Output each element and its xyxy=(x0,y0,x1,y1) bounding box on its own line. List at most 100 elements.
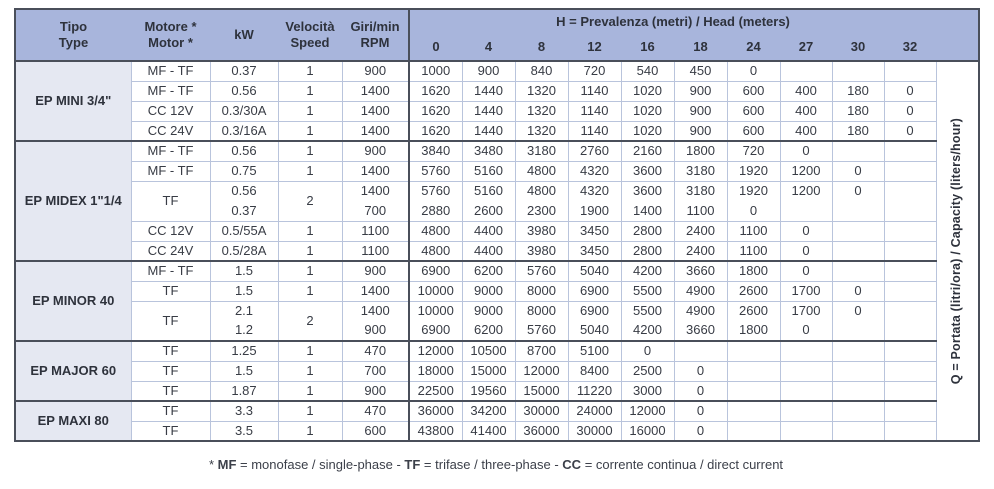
capacity-value-cell: 8700 xyxy=(514,340,569,362)
table-row: CC 12V 0.3/30A 1 1400 1620 1440 1320 1140 1020 90… xyxy=(15,100,979,122)
capacity-value-cell xyxy=(726,360,781,382)
rpm-cell: 1400 xyxy=(341,180,410,202)
header-rpm-line1: Giri/min xyxy=(350,18,400,34)
capacity-value-cell: 15000 xyxy=(461,360,516,382)
speed-cell: 1 xyxy=(277,380,343,402)
capacity-value-cell: 10500 xyxy=(461,340,516,362)
capacity-value-cell: 41400 xyxy=(461,420,516,442)
rpm-cell: 1400 xyxy=(341,300,410,322)
capacity-value-cell: 720 xyxy=(567,60,622,82)
capacity-value-cell: 3660 xyxy=(673,321,728,342)
capacity-value-cell: 10000 xyxy=(408,280,463,302)
capacity-value-cell: 1620 xyxy=(408,80,463,102)
head-value-27: 27 xyxy=(780,35,832,61)
table-row: MF - TF 0.75 1 1400 5760 5160 4800 4320 3600 3180… xyxy=(15,160,979,182)
capacity-value-cell xyxy=(831,220,885,242)
header-kw-label: kW xyxy=(234,26,254,42)
capacity-value-cell: 1700 xyxy=(779,280,833,302)
capacity-value-cell: 400 xyxy=(779,100,833,122)
capacity-value-cell xyxy=(726,380,781,402)
kw-cell: 1.5 xyxy=(209,260,279,282)
capacity-value-cell: 1100 xyxy=(726,240,781,262)
capacity-value-cell: 0 xyxy=(673,420,728,442)
capacity-value-cell xyxy=(831,420,885,442)
capacity-value-cell xyxy=(883,140,937,162)
capacity-value-cell: 5160 xyxy=(461,180,516,202)
capacity-value-cell: 3180 xyxy=(514,140,569,162)
capacity-value-cell: 0 xyxy=(779,140,833,162)
capacity-value-cell xyxy=(779,420,833,442)
capacity-value-cell: 2500 xyxy=(620,360,675,382)
capacity-value-cell: 0 xyxy=(831,160,885,182)
motor-type-cell: CC 24V xyxy=(130,120,211,142)
capacity-value-cell: 1440 xyxy=(461,100,516,122)
capacity-value-cell: 5100 xyxy=(567,340,622,362)
table-row: TF 1.5 1 700 18000 15000 12000 8400 2500 0 xyxy=(15,360,979,382)
head-value-12: 12 xyxy=(568,35,621,61)
capacity-value-cell: 1320 xyxy=(514,120,569,142)
capacity-value-cell: 36000 xyxy=(514,420,569,442)
footnote-tf-text: = trifase / three-phase - xyxy=(420,457,563,472)
capacity-value-cell: 9000 xyxy=(461,280,516,302)
capacity-value-cell xyxy=(779,201,833,222)
capacity-value-cell: 180 xyxy=(831,100,885,122)
speed-cell: 1 xyxy=(277,360,343,382)
capacity-value-cell: 16000 xyxy=(620,420,675,442)
capacity-value-cell: 4800 xyxy=(514,180,569,202)
capacity-value-cell: 1320 xyxy=(514,100,569,122)
head-value-32: 32 xyxy=(884,35,937,61)
motor-type-cell: CC 12V xyxy=(130,220,211,242)
capacity-value-cell: 10000 xyxy=(408,300,463,322)
capacity-value-cell: 4400 xyxy=(461,220,516,242)
capacity-value-cell: 2160 xyxy=(620,140,675,162)
capacity-value-cell: 0 xyxy=(883,120,937,142)
table-row: TF 1.87 1 900 22500 19560 15000 11220 3000 0 xyxy=(15,380,979,402)
table-row: CC 24V 0.3/16A 1 1400 1620 1440 1320 1140 1020 90… xyxy=(15,120,979,142)
capacity-value-cell xyxy=(831,380,885,402)
motor-type-cell: CC 12V xyxy=(130,100,211,122)
kw-cell: 0.5/28A xyxy=(209,240,279,262)
column-header-head-meters: H = Prevalenza (metri) / Head (meters) xyxy=(407,9,937,35)
speed-cell: 1 xyxy=(277,240,343,262)
speed-cell: 1 xyxy=(277,340,343,362)
kw-cell: 1.5 xyxy=(209,360,279,382)
capacity-value-cell xyxy=(831,400,885,422)
capacity-value-cell: 5760 xyxy=(408,160,463,182)
capacity-value-cell xyxy=(726,340,781,362)
capacity-value-cell: 4800 xyxy=(408,220,463,242)
pump-model-cell: EP MINOR 40 xyxy=(14,260,132,342)
capacity-value-cell: 30000 xyxy=(567,420,622,442)
capacity-value-cell: 1800 xyxy=(726,321,781,342)
capacity-value-cell: 0 xyxy=(673,380,728,402)
head-title-text: = Prevalenza (metri) / Head (meters) xyxy=(565,14,790,30)
capacity-value-cell: 1020 xyxy=(620,100,675,122)
table-row: CC 24V 0.5/28A 1 1100 4800 4400 3980 3450 2800 24… xyxy=(15,240,979,262)
capacity-value-cell: 3600 xyxy=(620,180,675,202)
kw-cell: 0.56 xyxy=(209,140,279,162)
header-motore-line1: Motore * xyxy=(144,18,197,34)
capacity-value-cell: 6200 xyxy=(461,260,516,282)
capacity-value-cell: 1200 xyxy=(779,180,833,202)
capacity-value-cell: 5040 xyxy=(567,260,622,282)
capacity-value-cell: 0 xyxy=(831,280,885,302)
capacity-value-cell xyxy=(673,340,728,362)
speed-cell: 1 xyxy=(277,260,343,282)
speed-cell: 2 xyxy=(277,180,343,222)
capacity-value-cell xyxy=(883,240,937,262)
head-value-4: 4 xyxy=(462,35,515,61)
capacity-value-cell: 1620 xyxy=(408,100,463,122)
capacity-value-cell: 2880 xyxy=(408,201,463,222)
capacity-value-cell: 0 xyxy=(779,260,833,282)
rpm-cell: 900 xyxy=(341,140,410,162)
footnote: * MF = monofase / single-phase - TF = tr… xyxy=(14,457,978,472)
rpm-cell: 470 xyxy=(341,340,410,362)
capacity-value-cell: 12000 xyxy=(408,340,463,362)
capacity-value-cell: 840 xyxy=(514,60,569,82)
kw-cell: 0.37 xyxy=(209,201,279,222)
capacity-value-cell: 3180 xyxy=(673,180,728,202)
capacity-value-cell: 6200 xyxy=(461,321,516,342)
table-row: TF 2.1 2 1400 10000 9000 8000 6900 5500 4900 2600 1… xyxy=(15,300,979,342)
capacity-value-cell xyxy=(779,360,833,382)
footnote-cc-text: = corrente continua / direct current xyxy=(581,457,784,472)
capacity-value-cell xyxy=(831,360,885,382)
